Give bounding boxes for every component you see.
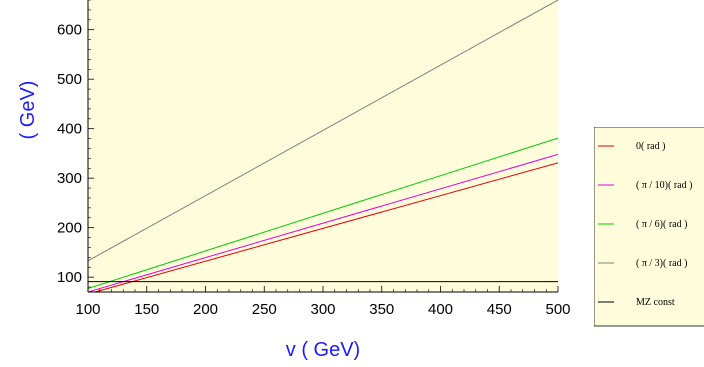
- x-tick-label: 450: [487, 301, 512, 318]
- x-tick-label: 100: [75, 301, 100, 318]
- series-layer: [88, 0, 558, 292]
- series-line-0: [93, 162, 558, 292]
- y-tick-label: 600: [57, 22, 82, 39]
- legend-box: [594, 127, 704, 327]
- x-tick-label: 200: [193, 301, 218, 318]
- x-tick-label: 250: [252, 301, 277, 318]
- y-tick-label: 400: [57, 121, 82, 138]
- legend-label-1: ( π / 10)( rad ): [636, 180, 692, 191]
- axes-layer: 100 150 200 250 300 350 400 450 500 100 200 300 400 5…: [57, 0, 571, 318]
- plot-area: [88, 0, 558, 292]
- legend: 0( rad ) ( π / 10)( rad ) ( π / 6)( rad ) (…: [594, 127, 704, 327]
- x-tick-label: 400: [428, 301, 453, 318]
- y-axis-title: ( GeV): [17, 81, 39, 140]
- y-tick-label: 200: [57, 220, 82, 237]
- legend-label-0: 0( rad ): [636, 141, 665, 152]
- legend-label-3: ( π / 3)( rad ): [636, 258, 687, 269]
- y-tick-label: 300: [57, 170, 82, 187]
- x-tick-label: 150: [134, 301, 159, 318]
- y-tick-label: 500: [57, 71, 82, 88]
- series-line-2: [88, 137, 558, 290]
- legend-label-2: ( π / 6)( rad ): [636, 219, 687, 230]
- x-axis-title: v ( GeV): [286, 339, 360, 361]
- y-tick-label: 100: [57, 269, 82, 286]
- x-tick-label: 500: [545, 301, 570, 318]
- series-line-3: [88, 0, 558, 262]
- legend-label-4: MZ const: [636, 297, 675, 308]
- x-tick-label: 300: [310, 301, 335, 318]
- series-line-1: [88, 153, 558, 292]
- x-tick-label: 350: [369, 301, 394, 318]
